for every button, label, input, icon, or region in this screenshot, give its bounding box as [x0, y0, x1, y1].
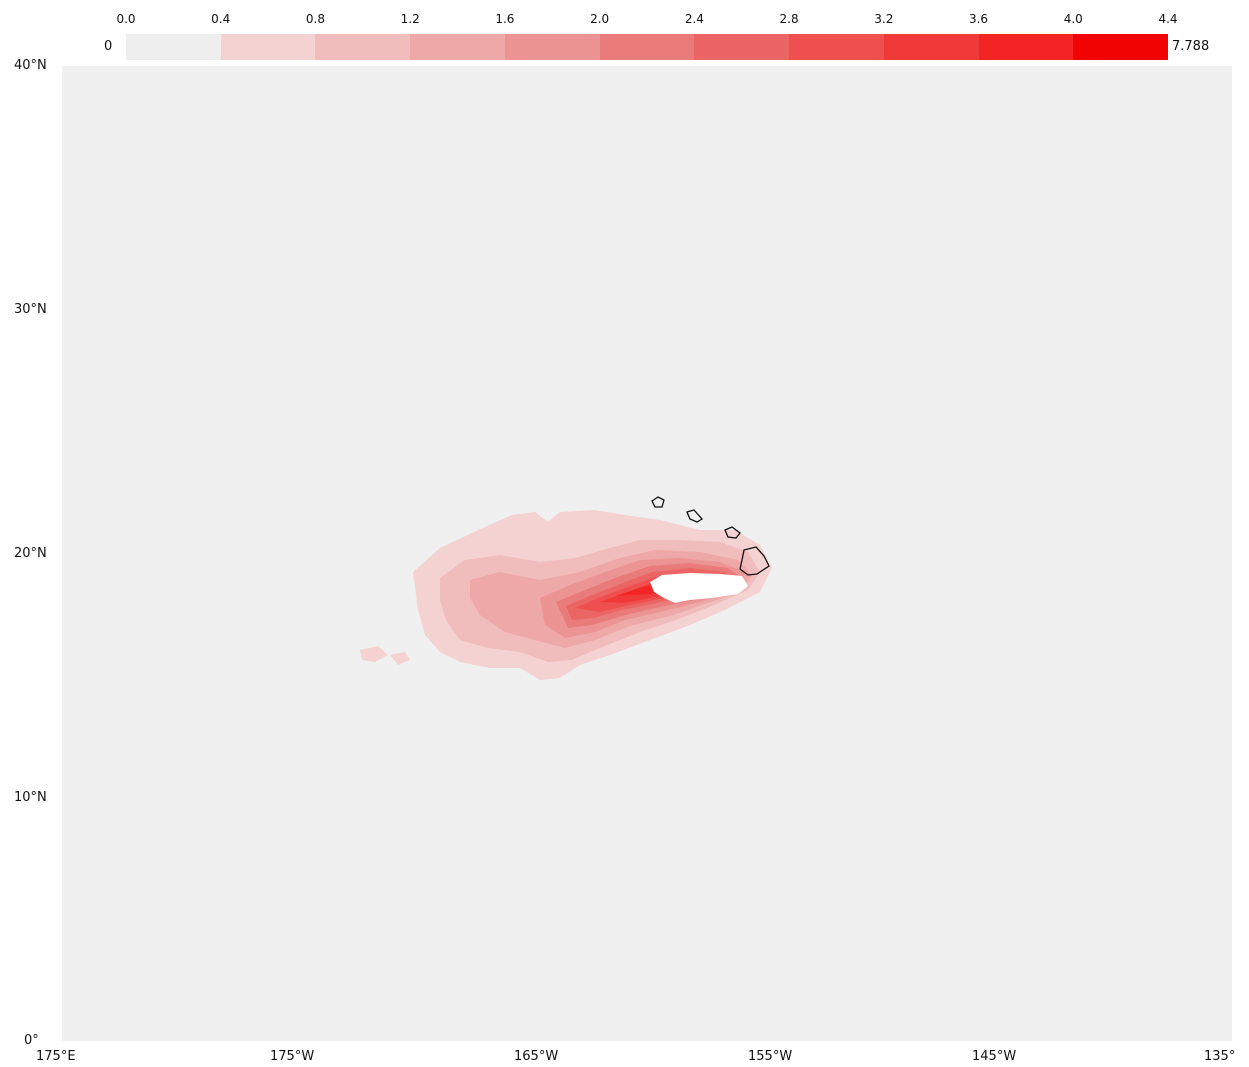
- lon-label-175w: 175°W: [270, 1049, 315, 1064]
- lon-label-145w: 145°W: [972, 1049, 1017, 1064]
- colorbar-tick-label: 0.8: [305, 12, 325, 26]
- colorbar-tick-label: 1.2: [400, 12, 420, 26]
- lat-label-20n: 20°N: [14, 546, 47, 561]
- colorbar-segment: [978, 34, 1074, 60]
- colorbar-tick-label: 2.8: [779, 12, 799, 26]
- colorbar-tick-label: 1.6: [495, 12, 515, 26]
- contour-peak-overflow: [650, 573, 748, 603]
- lat-label-30n: 30°N: [14, 302, 47, 317]
- lon-label-135: 135°: [1204, 1049, 1236, 1064]
- colorbar-segment: [220, 34, 316, 60]
- colorbar-tick-label: 3.6: [968, 12, 989, 26]
- lat-label-0: 0°: [24, 1033, 39, 1048]
- colorbar-tick-label: 4.4: [1158, 12, 1178, 26]
- colorbar-segment: [789, 34, 885, 60]
- island-hawaii: [739, 546, 770, 576]
- colorbar-segment: [883, 34, 980, 60]
- colorbar-segment: [1073, 34, 1169, 60]
- contour-speck: [360, 646, 388, 662]
- precip-field: [360, 510, 772, 680]
- colorbar-segment: [504, 34, 601, 60]
- lon-label-165w: 165°W: [514, 1049, 559, 1064]
- island-maui: [724, 526, 741, 539]
- contour-speck: [390, 652, 410, 665]
- colorbar-tick-label: 0.0: [116, 12, 136, 26]
- islands-coastline: [651, 496, 770, 576]
- colorbar-segment: [599, 34, 695, 60]
- colorbar-tick-label: 2.0: [590, 12, 610, 26]
- colorbar: 0 0.0 0.4 0.8 1.2 1.6 2.0 2.4 2.8 3.2 3.6 4.0 4.4 7…: [0, 0, 1249, 66]
- colorbar-segment: [315, 34, 411, 60]
- colorbar-max-label: 7.788: [1172, 39, 1210, 54]
- colorbar-segment: [126, 34, 222, 60]
- colorbar-tick-label: 4.0: [1063, 12, 1083, 26]
- island-kauai: [651, 496, 665, 508]
- lat-label-40n: 40°N: [14, 58, 47, 73]
- lat-label-10n: 10°N: [14, 790, 47, 805]
- colorbar-segment: [410, 34, 506, 60]
- island-oahu: [686, 509, 704, 523]
- lon-label-155w: 155°W: [748, 1049, 793, 1064]
- colorbar-segment: [694, 34, 790, 60]
- lon-label-175e: 175°E: [36, 1049, 76, 1064]
- colorbar-min-label: 0: [104, 39, 113, 54]
- colorbar-tick-label: 2.4: [684, 12, 704, 26]
- colorbar-tick-label: 0.4: [211, 12, 231, 26]
- colorbar-tick-label: 3.2: [874, 12, 894, 26]
